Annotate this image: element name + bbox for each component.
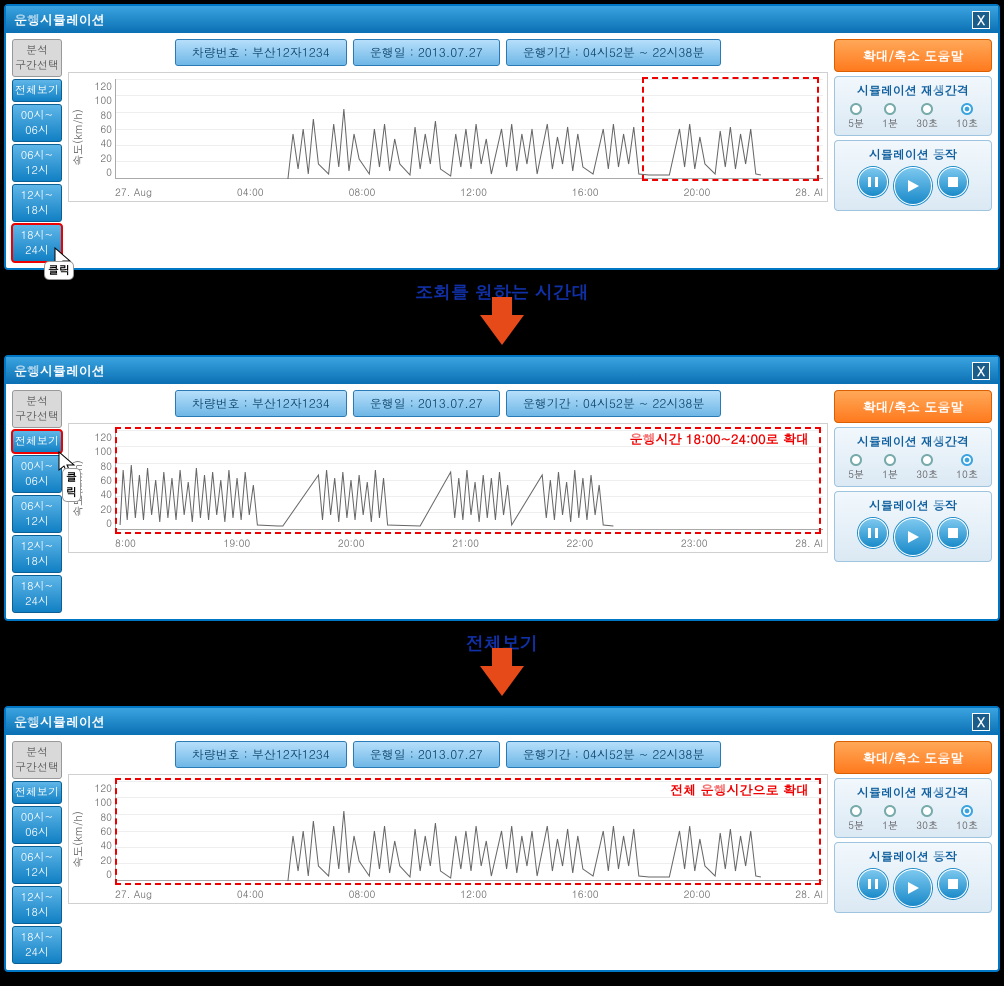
interval-1min[interactable]: 1분 (882, 103, 898, 130)
sidebar-range-2[interactable]: 12시~ 18시 (12, 184, 62, 222)
help-button[interactable]: 확대/축소 도움말 (834, 39, 992, 72)
pause-button[interactable] (858, 518, 888, 548)
close-icon[interactable]: X (972, 713, 990, 731)
interval-10s[interactable]: 10초 (956, 103, 978, 130)
sidebar-range-1[interactable]: 06시~ 12시 (12, 846, 62, 884)
simulation-panel-2: 운행시뮬레이션 X 분석구간선택 전체보기 00시~ 06시 06시~ 12시 … (4, 355, 1000, 621)
speed-chart: 속도(km/h) 12010080 604020 0 (68, 72, 828, 202)
close-icon[interactable]: X (972, 362, 990, 380)
panel-titlebar: 운행시뮬레이션 X (6, 6, 998, 33)
stop-button[interactable] (938, 869, 968, 899)
info-vehicle: 차량번호 : 부산12자1234 (175, 741, 347, 768)
info-period: 운행기간 : 04시52분 ~ 22시38분 (506, 741, 722, 768)
click-label: 클릭 (62, 468, 81, 502)
chart-line (115, 79, 827, 179)
interval-5min[interactable]: 5분 (848, 454, 864, 481)
interval-1min[interactable]: 1분 (882, 454, 898, 481)
interval-30s[interactable]: 30초 (916, 805, 938, 832)
sidebar-range-2[interactable]: 12시~ 18시 (12, 886, 62, 924)
pause-button[interactable] (858, 869, 888, 899)
simulation-panel-1: 운행시뮬레이션 X 분석 구간선택 전체보기 00시~ 06시 06시~ 12시… (4, 4, 1000, 270)
speed-chart-zoom: 속도(km/h) 12010080 604020 0 (68, 423, 828, 553)
sidebar-range-0[interactable]: 00시~ 06시 (12, 806, 62, 844)
chart-ylabel: 속도(km/h) (71, 109, 86, 166)
arrow-down-icon (480, 666, 524, 696)
info-vehicle: 차량번호 : 부산12자1234 (175, 390, 347, 417)
chart-yaxis: 12010080 604020 0 (87, 73, 115, 201)
help-button[interactable]: 확대/축소 도움말 (834, 741, 992, 774)
chart-line (115, 781, 827, 881)
play-button[interactable] (894, 869, 932, 907)
sidebar: 분석 구간선택 전체보기 00시~ 06시 06시~ 12시 12시~ 18시 … (12, 39, 62, 262)
info-date: 운행일 : 2013.07.27 (353, 39, 500, 66)
interval-1min[interactable]: 1분 (882, 805, 898, 832)
play-button[interactable] (894, 167, 932, 205)
info-vehicle: 차량번호 : 부산12자1234 (175, 39, 347, 66)
sidebar-all-view[interactable]: 전체보기 (12, 430, 62, 453)
info-period: 운행기간 : 04시52분 ~ 22시38분 (506, 39, 722, 66)
sidebar-range-0[interactable]: 00시~ 06시 (12, 104, 62, 142)
sidebar-all-view[interactable]: 전체보기 (12, 79, 62, 102)
speed-chart-full: 속도(km/h) 12010080 604020 0 (68, 774, 828, 904)
stop-button[interactable] (938, 518, 968, 548)
panel-title: 운행시뮬레이션 (14, 712, 105, 731)
arrow-down-icon (480, 315, 524, 345)
sidebar-range-1[interactable]: 06시~ 12시 (12, 495, 62, 533)
close-icon[interactable]: X (972, 11, 990, 29)
interval-5min[interactable]: 5분 (848, 805, 864, 832)
panel-title: 운행시뮬레이션 (14, 361, 105, 380)
stop-button[interactable] (938, 167, 968, 197)
sidebar-range-3[interactable]: 18시~ 24시 (12, 926, 62, 964)
interval-5min[interactable]: 5분 (848, 103, 864, 130)
sidebar-range-1[interactable]: 06시~ 12시 (12, 144, 62, 182)
click-label: 클릭 (44, 261, 74, 280)
action-box: 시뮬레이션 동작 (834, 140, 992, 211)
info-date: 운행일 : 2013.07.27 (353, 741, 500, 768)
panel-title: 운행시뮬레이션 (14, 10, 105, 29)
sidebar-header: 분석 구간선택 (12, 39, 62, 77)
interval-box: 시뮬레이션 재생간격 5분 1분 30초 10초 (834, 76, 992, 136)
simulation-panel-3: 운행시뮬레이션 X 분석구간선택 전체보기 00시~ 06시 06시~ 12시 … (4, 706, 1000, 972)
interval-30s[interactable]: 30초 (916, 454, 938, 481)
interval-10s[interactable]: 10초 (956, 454, 978, 481)
chart-line (115, 430, 827, 530)
info-date: 운행일 : 2013.07.27 (353, 390, 500, 417)
interval-10s[interactable]: 10초 (956, 805, 978, 832)
info-bar: 차량번호 : 부산12자1234 운행일 : 2013.07.27 운행기간 :… (68, 39, 828, 66)
play-button[interactable] (894, 518, 932, 556)
pause-button[interactable] (858, 167, 888, 197)
interval-30s[interactable]: 30초 (916, 103, 938, 130)
sidebar-range-0[interactable]: 00시~ 06시 (12, 455, 62, 493)
info-period: 운행기간 : 04시52분 ~ 22시38분 (506, 390, 722, 417)
help-button[interactable]: 확대/축소 도움말 (834, 390, 992, 423)
sidebar-range-3[interactable]: 18시~ 24시 (12, 575, 62, 613)
chart-xaxis: 27. Aug04:00 08:0012:00 16:0020:00 28. A… (115, 185, 823, 199)
sidebar-range-2[interactable]: 12시~ 18시 (12, 535, 62, 573)
sidebar-all-view[interactable]: 전체보기 (12, 781, 62, 804)
